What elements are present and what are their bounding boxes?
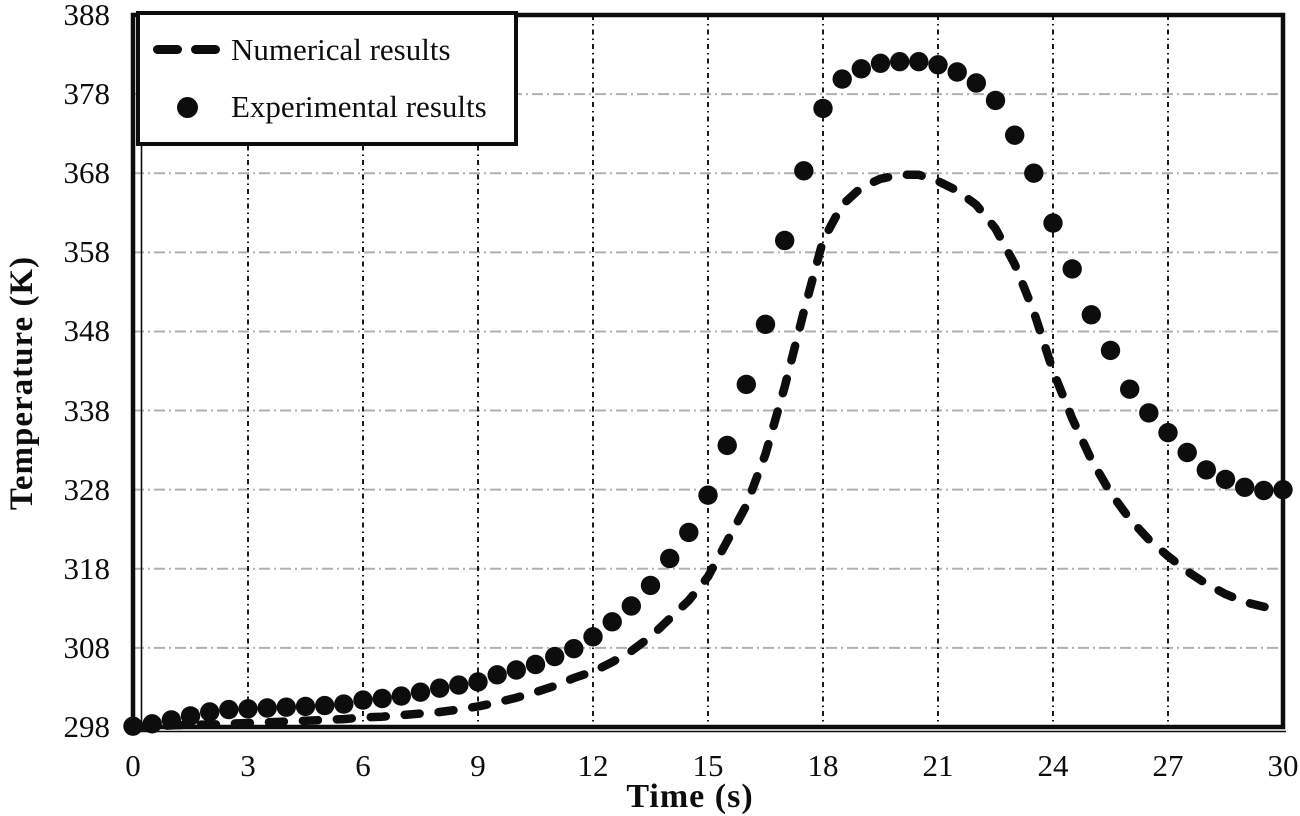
experimental-data-point [1196,460,1217,480]
experimental-data-point [602,612,622,632]
experimental-data-point [1235,477,1255,497]
experimental-data-point [813,98,833,119]
experimental-data-point [966,73,986,93]
x-tick-label: 18 [807,748,839,783]
experimental-data-point [909,52,929,72]
experimental-data-point [621,596,641,616]
experimental-data-point [391,686,411,706]
plot-border [130,12,1286,730]
experimental-data-point [851,59,871,79]
experimental-data-point [334,694,354,714]
experimental-data-point [315,695,335,716]
x-axis-title: Time (s) [626,778,754,815]
experimental-data-point [161,710,181,730]
experimental-data-point [698,485,718,505]
experimental-data-point [545,646,565,667]
experimental-data-point [640,575,661,596]
experimental-data-point [870,53,891,73]
x-tick-label: 12 [577,748,609,783]
y-tick-label: 368 [63,155,111,191]
legend-label-numerical: Numerical results [231,31,451,67]
experimental-data-point [200,702,220,722]
experimental-data-point [660,548,680,569]
dash-glyph [191,45,220,55]
experimental-data-point [449,675,469,695]
experimental-data-point [123,716,143,736]
y-tick-label: 358 [63,234,111,270]
experimental-data-point [1254,480,1274,501]
x-tick-label: 3 [240,748,256,783]
experimental-data-point [410,682,431,702]
numerical-results-curve [128,170,1288,732]
experimental-data-point [1024,163,1044,183]
experimental-data-point [506,660,526,680]
experimental-data-point [372,688,392,709]
legend-label-experimental: Experimental results [231,89,487,125]
experimental-data-point [1062,259,1082,279]
experimental-data-point [1273,480,1293,500]
experimental-data-point [679,522,699,543]
x-tick-label: 15 [692,748,724,783]
dashed-line-marker [153,45,221,55]
legend-item-numerical: Numerical results [153,32,508,68]
y-tick-label: 388 [63,0,111,32]
experimental-data-point [794,161,814,181]
x-tick-label: 27 [1152,748,1184,783]
experimental-data-point [1005,125,1025,145]
experimental-data-point [985,90,1006,111]
experimental-data-point [1158,423,1178,443]
x-tick-label: 6 [355,748,371,783]
experimental-data-point [832,69,852,89]
experimental-data-point [1100,340,1121,361]
experimental-data-point [583,627,603,647]
y-tick-label: 308 [63,629,111,665]
experimental-data-point [238,699,258,719]
experimental-data-point [890,52,910,72]
y-tick-label: 338 [63,392,111,428]
dot-marker [153,96,221,118]
x-tick-label: 9 [470,748,486,783]
x-tick-label: 0 [125,748,141,783]
experimental-data-point [1215,469,1236,490]
experimental-data-point [1177,442,1197,463]
experimental-data-point [257,698,277,718]
experimental-data-point [928,55,948,75]
y-axis-title: Temperature (K) [4,255,40,511]
dot-glyph [176,96,198,118]
y-tick-label: 378 [63,76,111,112]
dash-glyph [153,45,182,55]
experimental-data-point [564,639,584,659]
experimental-data-point [487,665,507,685]
y-tick-label: 298 [63,709,111,744]
experimental-data-point [295,696,316,717]
x-tick-label: 24 [1037,748,1069,783]
experimental-data-point [525,654,546,675]
experimental-data-point [736,374,756,395]
experimental-data-point [430,678,450,698]
experimental-data-point [717,435,737,456]
x-tick-label: 30 [1267,748,1299,783]
experimental-data-point [1081,305,1102,325]
y-tick-label: 318 [63,550,111,586]
experimental-data-point [180,706,201,726]
experimental-data-point [276,697,296,717]
experimental-data-point [1120,379,1140,399]
experimental-data-point [775,230,795,251]
experimental-data-point [947,62,967,82]
legend-item-experimental: Experimental results [153,89,508,125]
experimental-data-point [142,714,162,734]
experimental-data-point [468,672,488,692]
experimental-data-point [353,690,373,710]
legend: Numerical results Experimental results [136,11,518,146]
experimental-data-point [219,699,239,720]
experimental-data-point [1043,213,1063,233]
experimental-data-point [1139,403,1159,423]
y-tick-label: 328 [63,471,111,507]
experimental-data-point [755,314,776,334]
x-tick-label: 21 [922,748,954,783]
y-tick-label: 348 [63,313,111,349]
